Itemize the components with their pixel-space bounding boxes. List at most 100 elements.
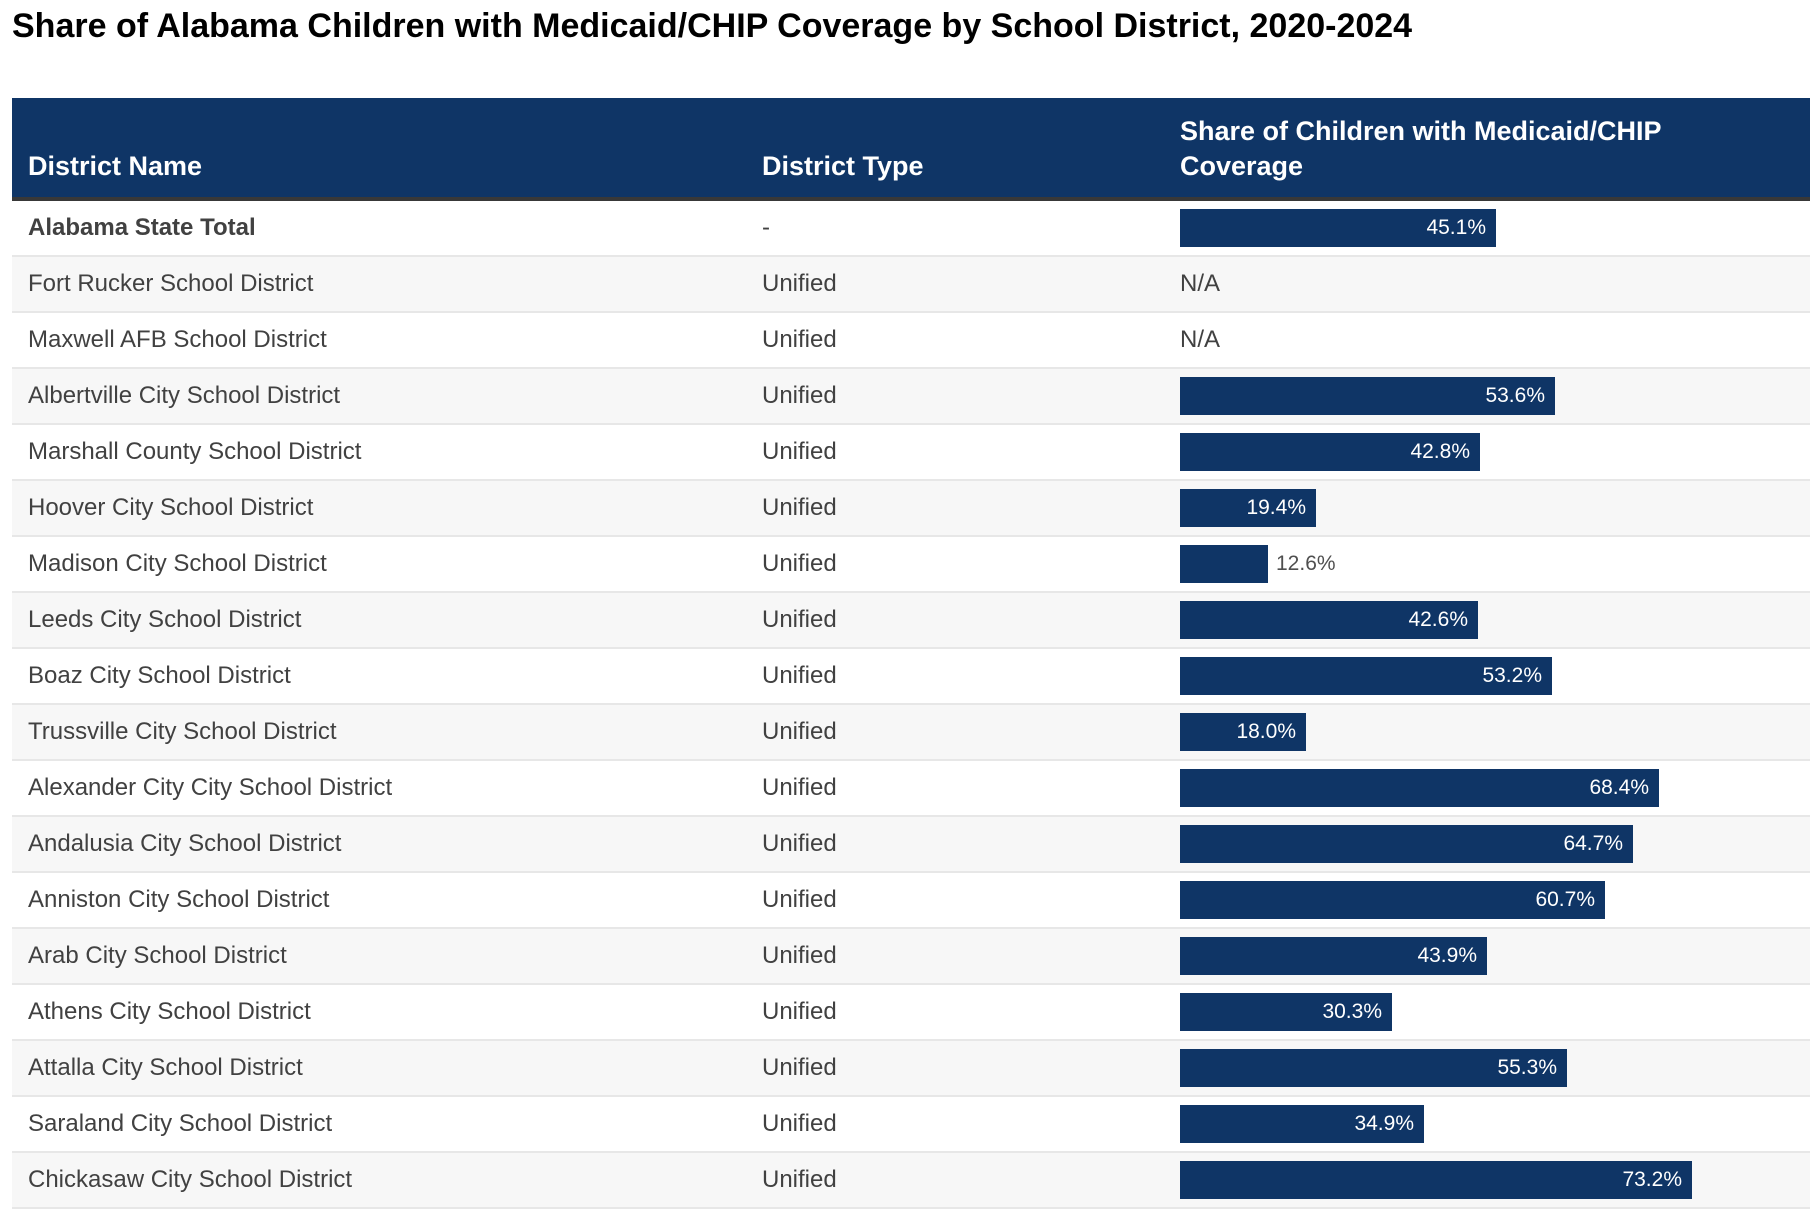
district-type-cell: Unified (762, 1110, 837, 1137)
table-row: Maxwell AFB School District Unified N/A (12, 313, 1810, 369)
coverage-bar: 43.9% (1180, 937, 1487, 975)
district-name-cell: Fort Rucker School District (28, 270, 314, 297)
coverage-cell: 64.7% (1180, 817, 1810, 871)
coverage-bar-label: 30.3% (1322, 1000, 1382, 1023)
district-type-cell: Unified (762, 718, 837, 745)
district-name-cell: Marshall County School District (28, 438, 362, 465)
district-name-cell: Arab City School District (28, 942, 287, 969)
coverage-bar: 45.1% (1180, 209, 1496, 247)
coverage-bar: 64.7% (1180, 825, 1633, 863)
district-name-cell: Albertville City School District (28, 382, 341, 409)
coverage-bar: 42.6% (1180, 601, 1478, 639)
coverage-bar: 53.2% (1180, 657, 1552, 695)
coverage-bar (1180, 545, 1268, 583)
coverage-bar-label: 42.6% (1408, 608, 1468, 631)
coverage-cell: 18.0% (1180, 705, 1810, 759)
table-body: Alabama State Total - 45.1% Fort Rucker … (12, 201, 1810, 1209)
coverage-cell: 60.7% (1180, 873, 1810, 927)
coverage-bar: 30.3% (1180, 993, 1392, 1031)
table-row: Chickasaw City School District Unified 7… (12, 1153, 1810, 1209)
coverage-cell: 30.3% (1180, 985, 1810, 1039)
district-type-cell: Unified (762, 438, 837, 465)
coverage-cell: 45.1% (1180, 201, 1810, 255)
district-name-cell: Anniston City School District (28, 886, 330, 913)
coverage-cell: 73.2% (1180, 1153, 1810, 1207)
district-type-cell: Unified (762, 382, 837, 409)
coverage-cell: 53.2% (1180, 649, 1810, 703)
district-type-cell: Unified (762, 606, 837, 633)
district-name-cell: Chickasaw City School District (28, 1166, 353, 1193)
district-name-cell: Leeds City School District (28, 606, 302, 633)
coverage-table: District Name District Type Share of Chi… (12, 98, 1810, 1209)
table-row: Arab City School District Unified 43.9% (12, 929, 1810, 985)
district-type-cell: Unified (762, 886, 837, 913)
table-row: Albertville City School District Unified… (12, 369, 1810, 425)
coverage-bar-label: 53.2% (1482, 664, 1542, 687)
district-type-cell: Unified (762, 830, 837, 857)
table-row: Andalusia City School District Unified 6… (12, 817, 1810, 873)
coverage-cell: 19.4% (1180, 481, 1810, 535)
coverage-bar: 18.0% (1180, 713, 1306, 751)
coverage-bar-label: 53.6% (1485, 384, 1545, 407)
coverage-bar-label: 34.9% (1354, 1112, 1414, 1135)
district-name-cell: Boaz City School District (28, 662, 291, 689)
district-type-cell: Unified (762, 326, 837, 353)
district-name-cell: Athens City School District (28, 998, 311, 1025)
coverage-bar-label: 42.8% (1410, 440, 1470, 463)
coverage-bar-label: 73.2% (1622, 1168, 1682, 1191)
district-type-cell: Unified (762, 550, 837, 577)
page-title: Share of Alabama Children with Medicaid/… (12, 7, 1413, 45)
coverage-cell: N/A (1180, 313, 1810, 367)
column-header-district-type: District Type (762, 150, 924, 181)
district-name-cell: Andalusia City School District (28, 830, 342, 857)
coverage-bar-label: 19.4% (1246, 496, 1306, 519)
table-row: Marshall County School District Unified … (12, 425, 1810, 481)
table-row: Alabama State Total - 45.1% (12, 201, 1810, 257)
column-header-district-name: District Name (28, 150, 203, 181)
district-name-cell: Trussville City School District (28, 718, 337, 745)
district-type-cell: - (762, 214, 770, 241)
coverage-na-label: N/A (1180, 326, 1221, 353)
coverage-bar-label: 68.4% (1589, 776, 1649, 799)
coverage-cell: 53.6% (1180, 369, 1810, 423)
column-header-coverage-label: Share of Children with Medicaid/CHIP Cov… (1180, 115, 1662, 181)
table-row: Anniston City School District Unified 60… (12, 873, 1810, 929)
coverage-bar: 53.6% (1180, 377, 1555, 415)
district-name-cell: Attalla City School District (28, 1054, 303, 1081)
district-type-cell: Unified (762, 942, 837, 969)
table-row: Athens City School District Unified 30.3… (12, 985, 1810, 1041)
coverage-cell: 34.9% (1180, 1097, 1810, 1151)
coverage-bar: 60.7% (1180, 881, 1605, 919)
table-row: Boaz City School District Unified 53.2% (12, 649, 1810, 705)
district-type-cell: Unified (762, 774, 837, 801)
coverage-bar: 19.4% (1180, 489, 1316, 527)
district-type-cell: Unified (762, 998, 837, 1025)
coverage-cell: N/A (1180, 257, 1810, 311)
coverage-cell: 42.6% (1180, 593, 1810, 647)
table-header-row: District Name District Type Share of Chi… (12, 98, 1810, 201)
table-row: Madison City School District Unified 12.… (12, 537, 1810, 593)
table-row: Attalla City School District Unified 55.… (12, 1041, 1810, 1097)
coverage-bar-label: 45.1% (1426, 216, 1486, 239)
district-name-cell: Madison City School District (28, 550, 327, 577)
district-name-cell: Maxwell AFB School District (28, 326, 327, 353)
district-type-cell: Unified (762, 1166, 837, 1193)
table-row: Leeds City School District Unified 42.6% (12, 593, 1810, 649)
table-row: Alexander City City School District Unif… (12, 761, 1810, 817)
coverage-cell: 12.6% (1180, 537, 1810, 591)
district-name-cell: Alexander City City School District (28, 774, 393, 801)
coverage-bar-label: 18.0% (1236, 720, 1296, 743)
coverage-cell: 68.4% (1180, 761, 1810, 815)
district-name-cell: Saraland City School District (28, 1110, 333, 1137)
coverage-cell: 55.3% (1180, 1041, 1810, 1095)
coverage-bar: 73.2% (1180, 1161, 1692, 1199)
table-row: Hoover City School District Unified 19.4… (12, 481, 1810, 537)
district-name-cell: Alabama State Total (28, 214, 256, 241)
column-header-coverage: Share of Children with Medicaid/CHIP Cov… (1180, 114, 1810, 184)
coverage-bar-label: 55.3% (1497, 1056, 1557, 1079)
table-row: Saraland City School District Unified 34… (12, 1097, 1810, 1153)
coverage-bar-label: 64.7% (1563, 832, 1623, 855)
district-type-cell: Unified (762, 662, 837, 689)
coverage-bar-label: 43.9% (1417, 944, 1477, 967)
coverage-cell: 43.9% (1180, 929, 1810, 983)
